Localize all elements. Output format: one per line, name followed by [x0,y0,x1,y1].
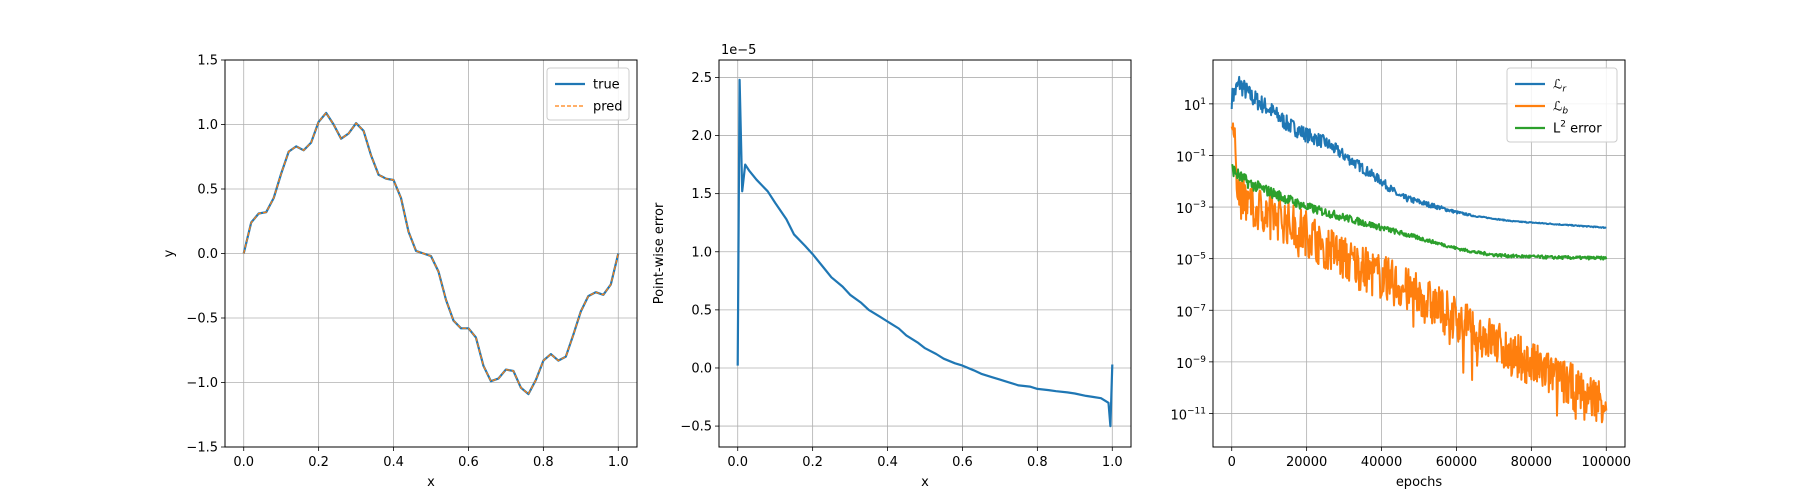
x-axis-label: x [921,475,929,490]
y-tick-exponent: −3 [1193,200,1206,210]
panel-function: 0.0 0.2 0.4 0.6 0.8 1.0 −1.5 −1.0 −0.5 0.0 0.5 1.0 1… [162,54,638,490]
panel-pointwise-error: 0.0 0.2 0.4 0.6 0.8 1.0 −0.5 0.0 0.5 1.0 1.5 2.0 2.5… [652,43,1132,490]
x-tick-label: 0 [1228,455,1236,470]
legend-label: true [593,78,620,93]
x-tick-label: 100000 [1581,455,1631,470]
y-offset-text: 1e−5 [721,43,756,58]
x-tick-label: 0.2 [308,455,329,470]
legend-subscript: b [1562,107,1568,117]
x-tick-label: 0.0 [233,455,254,470]
x-axis-label: x [427,475,435,490]
x-tick-label: 60000 [1436,455,1477,470]
y-tick-exponent: −5 [1193,252,1206,262]
x-tick-label: 80000 [1511,455,1552,470]
series-line [1230,75,1607,229]
x-tick-label: 1.0 [608,455,629,470]
y-tick-label: 2.0 [691,129,712,144]
y-tick-label: 1.5 [691,187,712,202]
y-tick-label: −1.5 [186,441,218,456]
series-line-error [736,78,1114,428]
legend-box [546,67,630,121]
legend-superscript: 2 [1560,120,1566,130]
series-line-pred [243,112,619,395]
y-tick-label: 0.5 [197,183,218,198]
legend-box [1506,67,1618,143]
y-tick-label: 10−7 [1176,303,1206,320]
y-tick-exponent: −7 [1193,303,1206,313]
axes-frame [718,59,1132,448]
y-tick-label: 10−11 [1170,406,1206,423]
y-tick-label: 0.0 [691,361,712,376]
y-tick-label: 1.5 [197,54,218,69]
y-tick-label: 0.0 [197,247,218,262]
x-axis-label: epochs [1396,475,1443,490]
x-tick-label: 0.0 [727,455,748,470]
y-tick-label: 10−3 [1176,200,1206,217]
axes-frame [1212,59,1626,448]
legend-label: pred [593,100,623,115]
x-tick-label: 0.4 [877,455,898,470]
y-tick-label: 101 [1184,97,1206,114]
y-axis-label: y [162,249,177,257]
legend-label: L2 error [1553,120,1602,137]
y-tick-exponent: −9 [1193,355,1207,365]
series-line [1231,164,1608,261]
y-tick-label: −0.5 [680,420,712,435]
y-tick-label: 10−1 [1176,148,1206,165]
x-tick-label: 0.8 [1027,455,1048,470]
y-tick-label: 10−5 [1176,252,1206,269]
y-axis-label: Point-wise error [652,202,667,304]
y-tick-exponent: −1 [1193,148,1206,158]
panel-loss-history: 0 20000 40000 60000 80000 10000010−1110−910−7… [1170,59,1631,490]
y-tick-label: 0.5 [691,303,712,318]
x-tick-label: 20000 [1286,455,1327,470]
x-tick-label: 1.0 [1102,455,1123,470]
y-tick-label: 10−9 [1176,355,1206,372]
series-line [1230,122,1608,424]
y-tick-exponent: 1 [1200,97,1206,107]
legend-label-rest: error [1566,122,1602,137]
y-tick-label: 1.0 [197,118,218,133]
y-tick-label: 2.5 [691,71,712,86]
x-tick-label: 0.8 [533,455,554,470]
x-tick-label: 40000 [1361,455,1402,470]
x-tick-label: 0.6 [458,455,479,470]
x-tick-label: 0.4 [383,455,404,470]
x-tick-label: 0.2 [802,455,823,470]
y-tick-label: 1.0 [691,245,712,260]
legend-subscript: r [1562,85,1567,95]
y-tick-exponent: −11 [1187,406,1206,416]
x-tick-label: 0.6 [952,455,973,470]
y-tick-label: −0.5 [186,312,218,327]
y-tick-label: −1.0 [186,376,218,391]
